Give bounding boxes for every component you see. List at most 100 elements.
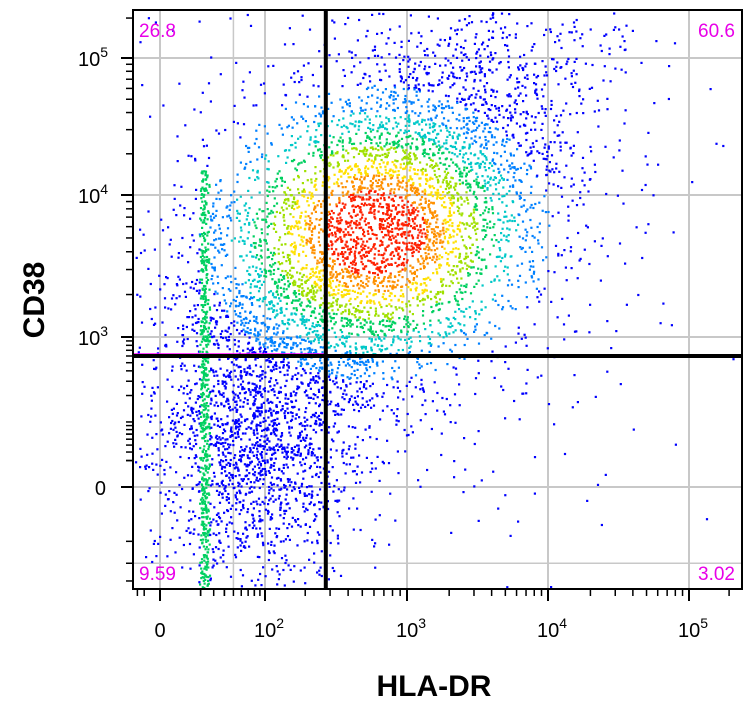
data-point (546, 150, 549, 153)
data-point (307, 449, 310, 452)
data-point (257, 146, 261, 149)
data-point (432, 216, 436, 219)
data-point (349, 351, 352, 355)
data-point (320, 205, 323, 208)
data-point (456, 205, 459, 208)
data-point (393, 140, 396, 143)
data-point (294, 248, 297, 251)
data-point (575, 30, 578, 33)
data-point (443, 195, 446, 198)
data-point (321, 251, 324, 254)
data-point (531, 234, 534, 238)
data-point (538, 300, 541, 303)
data-point (404, 94, 407, 98)
data-point (313, 208, 316, 211)
data-point (178, 431, 181, 435)
data-point (336, 165, 339, 168)
data-point (549, 28, 552, 31)
data-point (454, 29, 457, 32)
data-point (387, 280, 390, 283)
data-point (290, 336, 293, 340)
data-point (260, 270, 263, 273)
data-point (411, 110, 414, 113)
data-point (295, 222, 299, 225)
data-point (469, 152, 472, 155)
data-point (613, 12, 616, 15)
data-point (200, 295, 203, 298)
data-point (365, 278, 368, 281)
data-point (397, 337, 400, 340)
data-point (320, 303, 323, 306)
data-point (238, 301, 241, 305)
data-point (375, 142, 378, 145)
data-point (330, 120, 334, 123)
data-point (485, 158, 488, 161)
data-point (471, 243, 474, 246)
data-point (342, 374, 345, 377)
data-point (391, 222, 394, 225)
data-point (249, 160, 252, 163)
data-point (172, 501, 175, 504)
data-point (360, 202, 363, 205)
data-point (355, 271, 358, 274)
data-point (241, 386, 244, 389)
data-point (400, 77, 403, 80)
data-point (461, 172, 464, 175)
data-point (300, 338, 304, 341)
data-point (427, 205, 430, 208)
data-point (445, 142, 448, 145)
data-point (372, 176, 375, 179)
data-point (305, 318, 308, 321)
data-point (411, 202, 414, 205)
data-point (384, 69, 387, 72)
data-point (479, 60, 482, 63)
data-point (435, 238, 438, 241)
data-point (243, 333, 247, 336)
data-point (503, 194, 506, 198)
data-point (372, 246, 375, 249)
data-point (376, 334, 379, 337)
data-point (253, 221, 256, 224)
data-point (479, 68, 482, 71)
data-point (333, 259, 336, 263)
data-point (412, 152, 415, 155)
data-point (330, 276, 333, 279)
data-point (346, 362, 350, 365)
data-point (445, 180, 448, 183)
data-point (333, 37, 336, 40)
data-point (313, 227, 316, 230)
data-point (322, 310, 325, 313)
data-point (312, 352, 316, 355)
data-point (444, 187, 447, 191)
data-point (398, 246, 401, 249)
data-point (248, 223, 251, 226)
data-point (357, 282, 360, 286)
data-point (408, 100, 411, 103)
data-point (300, 422, 303, 425)
data-point (391, 230, 394, 233)
data-point (338, 170, 341, 173)
data-point (285, 379, 288, 382)
data-point (318, 272, 321, 275)
data-point (318, 286, 321, 289)
data-point (317, 375, 320, 378)
data-point (623, 122, 626, 125)
data-point (273, 223, 277, 227)
data-point (371, 146, 374, 149)
data-point (337, 344, 340, 347)
data-point (469, 163, 472, 166)
data-point (376, 63, 379, 66)
data-point (455, 127, 459, 130)
data-point (391, 228, 394, 231)
data-point (375, 179, 378, 182)
data-point (501, 294, 504, 297)
data-point (250, 296, 253, 299)
data-point (498, 247, 501, 250)
data-point (375, 234, 378, 237)
data-point (237, 435, 240, 438)
data-point (356, 275, 359, 278)
data-point (380, 158, 383, 162)
data-point (459, 66, 462, 69)
data-point (429, 319, 432, 322)
data-point (408, 351, 411, 354)
